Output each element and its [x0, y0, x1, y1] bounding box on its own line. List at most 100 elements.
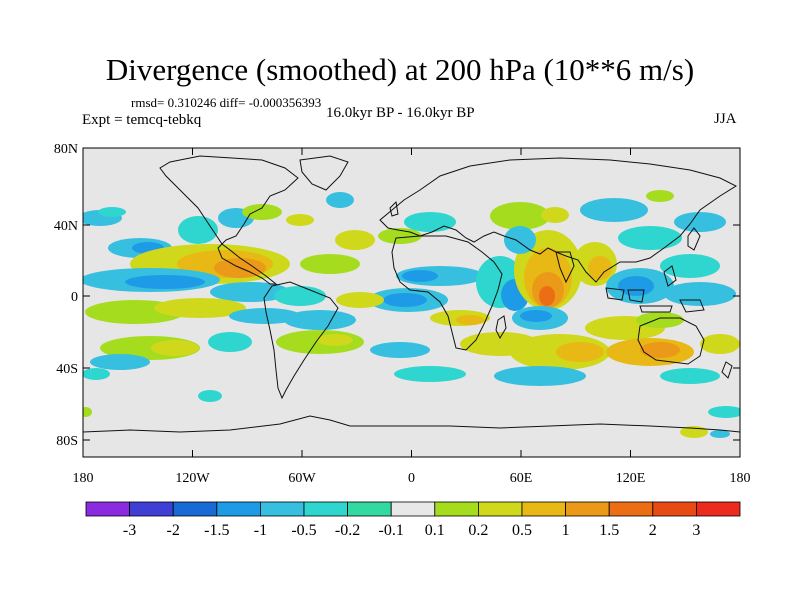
field-patch [404, 212, 456, 232]
coastline-british-isles [389, 200, 399, 217]
coastline-new-zealand [721, 361, 733, 379]
lon-tick-label: 180 [73, 471, 94, 486]
colorbar-label: -0.5 [291, 522, 316, 539]
coastline-eurasia [379, 157, 738, 283]
colorbar-swatch [172, 501, 218, 517]
colorbar-label: 0.1 [425, 522, 445, 539]
lat-tick-label: 0 [71, 290, 78, 305]
colorbar-label: -3 [123, 522, 136, 539]
field-patch [83, 407, 92, 417]
lat-tick-label: 80S [56, 434, 78, 449]
field-patch [284, 310, 356, 330]
colorbar-label: -2 [167, 522, 180, 539]
longitude-axis: 180 120W 60W 0 60E 120E 180 [73, 148, 751, 486]
lat-tick-label: 40N [54, 219, 78, 234]
field-patch [125, 275, 205, 289]
colorbar-swatch [216, 501, 261, 517]
colorbar-label: 3 [692, 522, 700, 539]
field-patch [394, 366, 466, 382]
field-patch [490, 202, 550, 230]
field-patch [300, 254, 360, 274]
colorbar-label: 0.5 [512, 522, 532, 539]
field-patch [335, 230, 375, 250]
colorbar-label: 1.5 [599, 522, 619, 539]
field-patch [456, 315, 484, 325]
field-patch [317, 334, 353, 346]
coastline-india [555, 251, 575, 284]
lon-tick-label: 60W [288, 471, 316, 486]
colorbar-label: -0.1 [379, 522, 404, 539]
field-patch [494, 366, 586, 386]
coastline-madagascar [495, 315, 507, 340]
colorbar-label: -1.5 [204, 522, 229, 539]
season-label: JJA [714, 111, 737, 127]
field-patch [660, 254, 720, 278]
field-patch [660, 368, 720, 384]
field-patch [90, 354, 150, 370]
coastline-borneo [627, 289, 645, 303]
colorbar-swatch [565, 501, 610, 517]
coastlines [83, 155, 740, 433]
colorbar-label: 0.2 [468, 522, 488, 539]
coastline-africa [391, 235, 503, 351]
lat-tick-label: 80N [54, 142, 78, 157]
field-patch [541, 207, 569, 223]
coastline-south-america [263, 281, 339, 400]
coastline-japan [687, 227, 701, 251]
colorbar-swatch [434, 501, 479, 517]
coastline-australia [637, 317, 705, 365]
field-patch [326, 192, 354, 208]
field-patch [588, 256, 612, 280]
latitude-axis: 80N 40N 0 40S 80S [54, 142, 740, 449]
field-patch [154, 298, 246, 318]
field-patch [618, 276, 654, 296]
field-patch [646, 190, 674, 202]
colorbar: -3 -2 -1.5 -1 -0.5 -0.2 -0.1 0.1 0.2 0.5 1 1.5 2 3 [85, 501, 741, 539]
colorbar-swatch [652, 501, 697, 517]
field-patch [83, 368, 110, 380]
field-patch [640, 342, 680, 358]
period-label: 16.0kyr BP - 16.0kyr BP [326, 105, 475, 121]
colorbar-swatch [477, 501, 523, 517]
colorbar-swatch [521, 501, 566, 517]
colorbar-swatch [259, 501, 305, 517]
field-patch [402, 270, 438, 282]
field-patch [556, 342, 604, 362]
coastline-antarctica [83, 415, 740, 433]
field-patch [98, 207, 126, 217]
field-patch [210, 282, 290, 302]
field-patch [580, 198, 648, 222]
field-patch [286, 214, 314, 226]
stats-text: rmsd= 0.310246 diff= -0.000356393 [131, 95, 322, 110]
coastline-new-guinea [679, 299, 705, 313]
coastline-sumatra [605, 287, 625, 301]
map-title: Divergence (smoothed) at 200 hPa (10**6 … [105, 52, 695, 87]
colorbar-swatch [696, 501, 741, 517]
colorbar-swatch [390, 501, 436, 517]
field-patch [229, 308, 301, 324]
field-patch [539, 286, 555, 306]
field-patch [383, 293, 427, 307]
lat-tick-label: 40S [56, 362, 78, 377]
lon-tick-label: 0 [408, 471, 415, 486]
field-patch [618, 226, 682, 250]
colorbar-label: 1 [562, 522, 570, 539]
field-patch [520, 310, 552, 322]
coastline-north-america [159, 155, 299, 285]
lon-tick-label: 60E [510, 471, 533, 486]
experiment-label: Expt = temcq-tebkq [82, 112, 202, 128]
field-patch [708, 406, 740, 418]
field-patch [178, 216, 218, 244]
colorbar-label: -1 [254, 522, 267, 539]
lon-tick-label: 120E [616, 471, 646, 486]
field-patch [504, 226, 536, 254]
colorbar-swatch [608, 501, 654, 517]
field-patch [710, 430, 730, 438]
field-patch [198, 390, 222, 402]
field-patch [674, 212, 726, 232]
coastline-java [639, 305, 673, 313]
field-patch [151, 340, 199, 356]
field-patch [664, 282, 736, 306]
colorbar-label: -0.2 [335, 522, 360, 539]
